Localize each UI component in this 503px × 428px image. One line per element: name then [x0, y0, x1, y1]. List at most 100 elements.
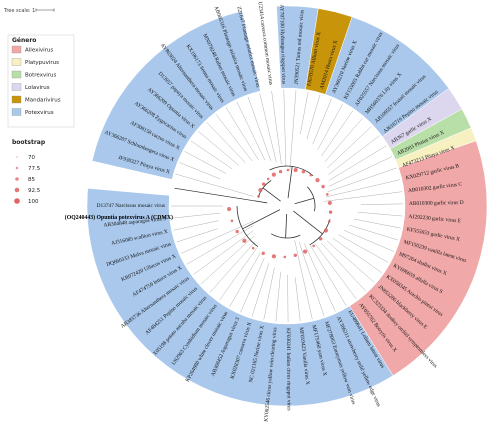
- genus-legend-swatch: [11, 83, 22, 91]
- genus-legend-label: Allexivirus: [25, 48, 53, 54]
- leaf-branch: [326, 126, 372, 169]
- highlight-leaf-label: (OQ240443) Opuntia potexvirus A (CDMX): [65, 214, 173, 221]
- leaf-branch: [190, 140, 233, 170]
- leaf-branch: [271, 90, 282, 165]
- leaf-branch: [338, 234, 389, 263]
- leaf-branch: [171, 212, 221, 219]
- bootstrap-legend-dot: [15, 177, 19, 181]
- bootstrap-legend-title: bootstrap: [12, 139, 46, 146]
- bootstrap-node: [261, 251, 265, 256]
- clade-stem: [287, 166, 293, 199]
- bootstrap-node: [226, 206, 232, 212]
- leaf-branch: [325, 179, 401, 198]
- bootstrap-node: [302, 249, 308, 254]
- leaf-branch: [320, 242, 366, 292]
- clade-stem: [293, 210, 323, 235]
- leaf-branch: [321, 110, 354, 156]
- bootstrap-node: [293, 253, 298, 258]
- clade-stem: [262, 187, 281, 202]
- bootstrap-node: [271, 172, 276, 177]
- bootstrap-node: [278, 169, 283, 174]
- leaf-branch: [179, 162, 221, 180]
- genus-legend-label: Botrexvirus: [25, 73, 57, 79]
- bootstrap-node: [266, 177, 270, 181]
- leaf-branch: [236, 101, 266, 161]
- leaf-branch: [327, 167, 397, 193]
- leaf-branch: [328, 145, 387, 181]
- genus-legend-swatch: [11, 45, 22, 54]
- bootstrap-legend-label: 77.5: [28, 166, 41, 172]
- bootstrap-node: [230, 219, 234, 223]
- genus-legend-swatch: [11, 108, 22, 116]
- clade-stem: [242, 209, 281, 230]
- bootstrap-node: [309, 173, 313, 177]
- leaf-label: D13747 Narcissus mosaic virus: [97, 203, 165, 209]
- leaf-branch: [295, 277, 301, 322]
- leaf-branch: [323, 191, 403, 202]
- bootstrap-legend-dot: [14, 187, 20, 193]
- leaf-branch: [263, 267, 275, 320]
- leaf-branch: [251, 263, 270, 317]
- bootstrap-node: [261, 182, 266, 186]
- leaf-branch: [349, 224, 398, 241]
- leaf-branch: [215, 114, 253, 162]
- leaf-branch: [240, 258, 265, 313]
- leaf-branch: [184, 151, 227, 174]
- bootstrap-node: [326, 193, 329, 196]
- leaf-branch: [206, 122, 246, 163]
- leaf-branch: [360, 203, 403, 205]
- bootstrap-node: [301, 170, 306, 174]
- leaf-branch: [225, 107, 259, 161]
- bootstrap-node: [283, 255, 287, 259]
- genus-sectors: [85, 5, 488, 407]
- leaf-branch: [324, 117, 363, 163]
- leaf-label: KF030241 Indian citrus ringspot virus: [285, 328, 292, 411]
- leaf-branch: [247, 96, 272, 161]
- leaf-branch: [193, 230, 254, 275]
- leaf-label: AY707100 Hydrangea ringspot virus: [278, 4, 286, 84]
- leaf-branch: [181, 220, 255, 254]
- highlight-gap: [85, 160, 174, 196]
- leaf-branch: [176, 228, 218, 243]
- genus-legend-title: Género: [12, 37, 36, 44]
- leaf-branch: [328, 156, 393, 187]
- bootstrap-legend-dot: [14, 198, 20, 204]
- inner-disk: [169, 88, 405, 324]
- bootstrap-legend-dot: [15, 166, 19, 170]
- leaf-branch: [357, 211, 403, 217]
- leaf-branch: [332, 238, 382, 273]
- leaf-branch: [200, 236, 254, 285]
- bootstrap-nodes: [226, 167, 333, 259]
- leaf-label: JN390521 Tamus red mosaic virus: [294, 10, 306, 85]
- leaf-branch: [229, 252, 261, 307]
- bootstrap-node: [315, 178, 320, 183]
- leaf-branch: [343, 230, 394, 252]
- bootstrap-node: [242, 238, 247, 243]
- bootstrap-node: [293, 167, 298, 173]
- leaf-branch: [186, 225, 254, 265]
- genus-legend-swatch: [11, 70, 22, 79]
- leaf-branch: [353, 218, 401, 229]
- tree-branches: [171, 90, 403, 322]
- genus-legend: Género Allexivirus Platypuvirus Botrexviru…: [7, 34, 75, 128]
- genus-legend-label: Mandarivirus: [25, 98, 61, 104]
- leaf-branch: [294, 240, 313, 320]
- leaf-branch: [175, 173, 254, 197]
- leaf-branch: [314, 243, 357, 300]
- bootstrap-node: [258, 187, 263, 193]
- leaf-label: AB010300 garlic virus D: [409, 200, 464, 207]
- leaf-branch: [283, 90, 287, 168]
- leaf-branch: [303, 243, 336, 312]
- leaf-branch: [198, 131, 239, 166]
- clade-stem: [294, 197, 315, 205]
- tree-scale-label: Tree scale: 1: [3, 8, 35, 14]
- leaf-branch: [328, 135, 380, 175]
- bootstrap-legend-label: 92.5: [28, 188, 41, 194]
- leaf-branch: [289, 90, 297, 171]
- bootstrap-node: [327, 200, 332, 206]
- bootstrap-node: [286, 168, 290, 172]
- bootstrap-node: [327, 220, 331, 223]
- leaf-branch: [312, 98, 332, 145]
- leaf-label: U23414 cassava common mosaic virus: [256, 1, 273, 85]
- bootstrap-legend-dot: [16, 156, 18, 158]
